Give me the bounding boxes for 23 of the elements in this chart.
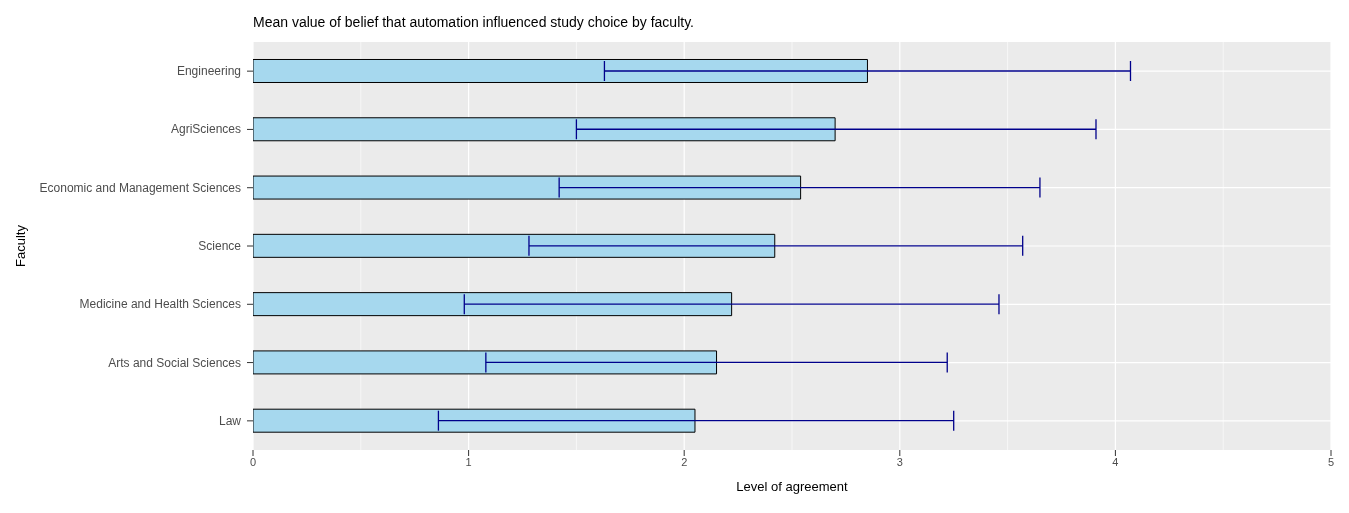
x-tick-label: 1 (465, 455, 472, 468)
y-tick-label: AgriSciences (170, 122, 241, 137)
bar (253, 233, 776, 258)
y-tick-label: Science (198, 239, 242, 253)
y-tick-label: Medicine and Health Sciences (79, 297, 241, 312)
y-tick-label: Engineering (176, 64, 241, 79)
bar (253, 117, 836, 142)
bar (253, 175, 802, 200)
y-tick-label: Economic and Management Sciences (39, 180, 241, 195)
x-axis-title: Level of agreement (736, 479, 849, 494)
x-tick-label: 2 (681, 455, 688, 468)
x-tick-label: 0 (249, 455, 257, 468)
bar (253, 408, 696, 433)
bar (253, 350, 718, 375)
x-tick-label: 5 (1327, 455, 1335, 468)
bar (253, 58, 868, 83)
y-tick-label: Arts and Social Sciences (108, 355, 241, 370)
bar (253, 292, 733, 317)
x-tick-label: 4 (1112, 455, 1119, 468)
chart-title: Mean value of belief that automation influenced study choice by faculty. (253, 14, 695, 30)
x-tick-label: 3 (896, 455, 903, 468)
y-tick-label: Law (218, 413, 242, 428)
y-axis-title: Faculty (12, 224, 28, 267)
